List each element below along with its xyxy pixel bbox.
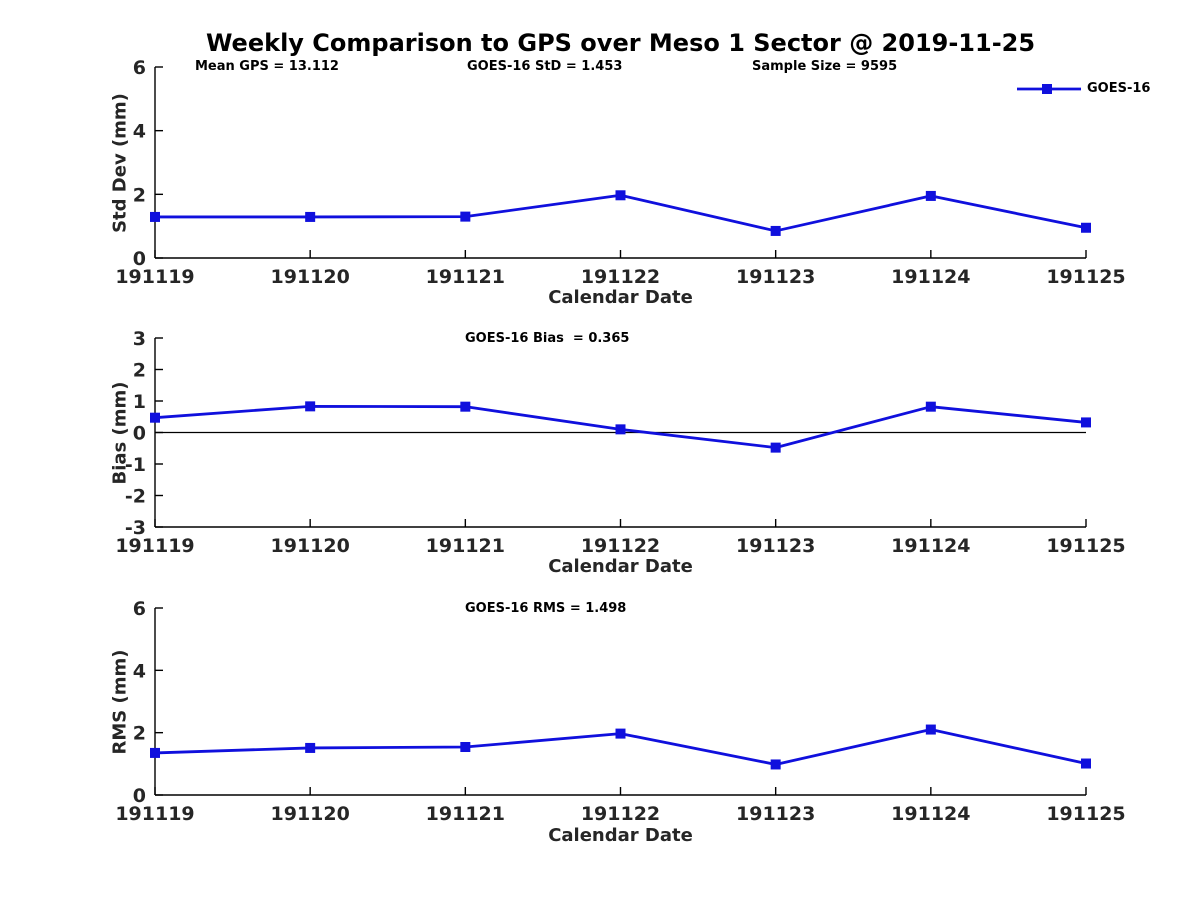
data-marker <box>305 211 316 222</box>
rms-x-axis-label: Calendar Date <box>548 825 693 846</box>
data-marker <box>150 412 160 423</box>
rms-y-axis-label: RMS (mm) <box>109 649 131 755</box>
annotation-goes16-rms: GOES-16 RMS = 1.498 <box>465 601 627 616</box>
x-tick-label: 191124 <box>891 266 970 288</box>
annotation-goes16-bias: GOES-16 Bias = 0.365 <box>465 331 630 346</box>
data-marker <box>925 190 936 201</box>
data-marker <box>1081 758 1091 769</box>
x-tick-label: 191121 <box>426 266 505 288</box>
y-tick-label: 4 <box>133 660 146 682</box>
data-marker <box>460 401 471 412</box>
data-marker <box>925 401 936 412</box>
data-marker <box>770 442 781 453</box>
chart-title: Weekly Comparison to GPS over Meso 1 Sec… <box>205 29 1036 57</box>
x-tick-label: 191123 <box>736 535 815 557</box>
data-line <box>154 728 1087 766</box>
x-tick-label: 191122 <box>581 535 660 557</box>
annotation-goes16-std: GOES-16 StD = 1.453 <box>467 59 623 74</box>
annotation-sample-size: Sample Size = 9595 <box>752 59 898 74</box>
x-tick-label: 191125 <box>1046 535 1125 557</box>
y-tick-label: 2 <box>133 723 146 745</box>
x-tick-label: 191125 <box>1046 803 1125 825</box>
std-dev-x-axis-label: Calendar Date <box>548 287 693 308</box>
y-tick-label: 3 <box>133 328 146 350</box>
data-marker <box>460 211 471 222</box>
data-marker <box>1081 222 1091 233</box>
data-marker <box>615 424 626 435</box>
x-tick-label: 191119 <box>115 803 194 825</box>
x-tick-label: 191123 <box>736 266 815 288</box>
x-tick-label: 191123 <box>736 803 815 825</box>
x-tick-label: 191122 <box>581 266 660 288</box>
data-marker <box>305 742 316 753</box>
legend-marker <box>1042 84 1052 94</box>
y-tick-label: 0 <box>133 785 146 807</box>
y-tick-label: 0 <box>133 248 146 270</box>
data-marker <box>1081 417 1091 428</box>
x-tick-label: 191120 <box>271 803 350 825</box>
data-marker <box>615 190 626 201</box>
data-marker <box>150 747 160 758</box>
data-line <box>154 404 1087 450</box>
y-tick-label: 6 <box>133 598 146 620</box>
data-marker <box>460 742 471 753</box>
data-marker <box>150 211 160 222</box>
bias-y-axis-label: Bias (mm) <box>109 381 131 485</box>
y-tick-label: 0 <box>133 423 146 445</box>
x-tick-label: 191122 <box>581 803 660 825</box>
x-tick-label: 191124 <box>891 803 970 825</box>
y-tick-label: 6 <box>133 57 146 79</box>
x-tick-label: 191125 <box>1046 266 1125 288</box>
data-marker <box>305 401 316 412</box>
x-tick-label: 191124 <box>891 535 970 557</box>
x-tick-label: 191119 <box>115 535 194 557</box>
bias-x-axis-label: Calendar Date <box>548 556 693 577</box>
data-marker <box>770 759 781 770</box>
x-tick-label: 191121 <box>426 535 505 557</box>
y-tick-label: 2 <box>133 184 146 206</box>
x-tick-label: 191120 <box>271 266 350 288</box>
annotation-mean-gps: Mean GPS = 13.112 <box>195 59 339 74</box>
y-tick-label: 4 <box>133 121 146 143</box>
data-marker <box>615 728 626 739</box>
data-marker <box>925 724 936 735</box>
x-tick-label: 191121 <box>426 803 505 825</box>
data-line <box>155 193 1087 233</box>
x-tick-label: 191120 <box>271 535 350 557</box>
x-tick-label: 191119 <box>115 266 194 288</box>
y-tick-label: 1 <box>133 391 146 413</box>
y-tick-label: 2 <box>133 360 146 382</box>
std-dev-y-axis-label: Std Dev (mm) <box>109 93 131 233</box>
data-marker <box>770 225 781 236</box>
legend-label: GOES-16 <box>1087 81 1151 96</box>
